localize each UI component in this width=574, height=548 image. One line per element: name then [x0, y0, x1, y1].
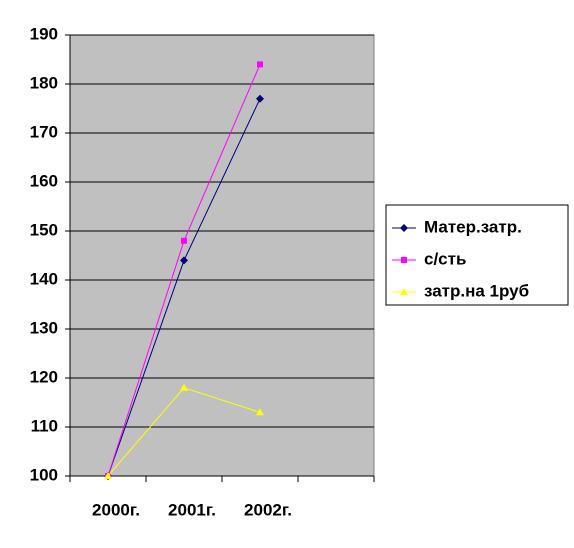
x-tick-label: 2000г.: [92, 500, 140, 519]
legend-label: Матер.затр.: [424, 217, 522, 236]
marker: [256, 408, 264, 416]
y-tick-label: 100: [30, 465, 58, 484]
legend-label: затр.на 1руб: [424, 281, 529, 300]
legend-label: с/сть: [424, 249, 466, 268]
marker: [180, 256, 188, 265]
marker: [180, 383, 188, 391]
marker: [400, 288, 408, 295]
y-tick-label: 120: [30, 367, 58, 386]
y-tick-label: 190: [30, 24, 58, 43]
y-tick-label: 180: [30, 73, 58, 92]
x-tick-label: 2002г.: [244, 500, 292, 519]
y-tick-label: 130: [30, 318, 58, 337]
marker: [257, 61, 263, 68]
y-tick-label: 110: [31, 416, 58, 435]
marker: [104, 472, 112, 479]
legend: [385, 204, 569, 306]
marker: [181, 237, 187, 244]
y-tick-label: 140: [30, 269, 58, 288]
marker: [401, 257, 407, 263]
x-tick-label: 2001г.: [168, 500, 216, 519]
y-tick-label: 160: [30, 171, 58, 190]
marker: [400, 224, 408, 232]
y-tick-label: 170: [30, 122, 58, 141]
plot-area: [69, 34, 375, 477]
y-tick-label: 150: [30, 220, 58, 239]
marker: [256, 94, 264, 103]
